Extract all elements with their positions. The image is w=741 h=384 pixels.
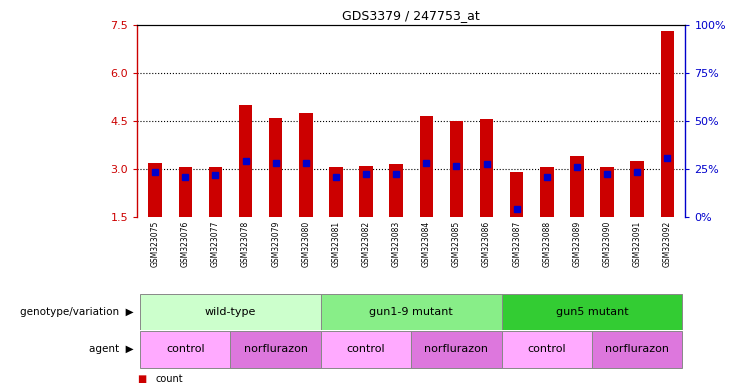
Bar [502,331,592,368]
Text: GSM323090: GSM323090 [602,221,611,267]
Text: GSM323080: GSM323080 [302,221,310,267]
Text: GSM323076: GSM323076 [181,221,190,267]
Bar [570,156,584,217]
Bar [299,113,313,217]
Text: ■: ■ [137,374,146,384]
Bar [148,162,162,217]
Text: GSM323086: GSM323086 [482,221,491,267]
Text: control: control [528,344,566,354]
Bar [321,295,502,329]
Text: gun1-9 mutant: gun1-9 mutant [369,307,453,317]
Bar [269,118,282,217]
Bar [660,31,674,217]
Bar [600,167,614,217]
Bar [321,331,411,368]
Text: wild-type: wild-type [205,307,256,317]
Bar [450,121,463,217]
Bar [230,331,321,368]
Bar [480,119,494,217]
Bar [592,331,682,368]
Text: GSM323092: GSM323092 [663,221,672,267]
Text: GSM323082: GSM323082 [362,221,370,267]
Bar [239,105,253,217]
Bar [140,295,321,329]
Bar [540,167,554,217]
Text: GSM323083: GSM323083 [392,221,401,267]
Text: control: control [347,344,385,354]
Text: GSM323084: GSM323084 [422,221,431,267]
Text: GSM323091: GSM323091 [633,221,642,267]
Bar [179,167,192,217]
Text: GSM323078: GSM323078 [241,221,250,267]
Text: norflurazon: norflurazon [425,344,488,354]
Text: GSM323075: GSM323075 [150,221,159,267]
Bar [631,161,644,217]
Text: genotype/variation  ▶: genotype/variation ▶ [20,307,133,317]
Text: count: count [156,374,183,384]
Text: GSM323089: GSM323089 [573,221,582,267]
Bar [390,164,403,217]
Bar [502,295,682,329]
Text: agent  ▶: agent ▶ [89,344,133,354]
Text: GSM323088: GSM323088 [542,221,551,267]
Bar [329,167,342,217]
Text: norflurazon: norflurazon [605,344,669,354]
Text: GSM323081: GSM323081 [331,221,340,267]
Text: control: control [166,344,205,354]
Text: GSM323087: GSM323087 [512,221,521,267]
Bar [359,166,373,217]
Text: GSM323077: GSM323077 [211,221,220,267]
Text: GSM323085: GSM323085 [452,221,461,267]
Text: gun5 mutant: gun5 mutant [556,307,628,317]
Bar [510,172,523,217]
Bar [419,116,433,217]
Text: GSM323079: GSM323079 [271,221,280,267]
Bar [140,331,230,368]
Text: norflurazon: norflurazon [244,344,308,354]
Title: GDS3379 / 247753_at: GDS3379 / 247753_at [342,9,480,22]
Bar [209,167,222,217]
Bar [411,331,502,368]
